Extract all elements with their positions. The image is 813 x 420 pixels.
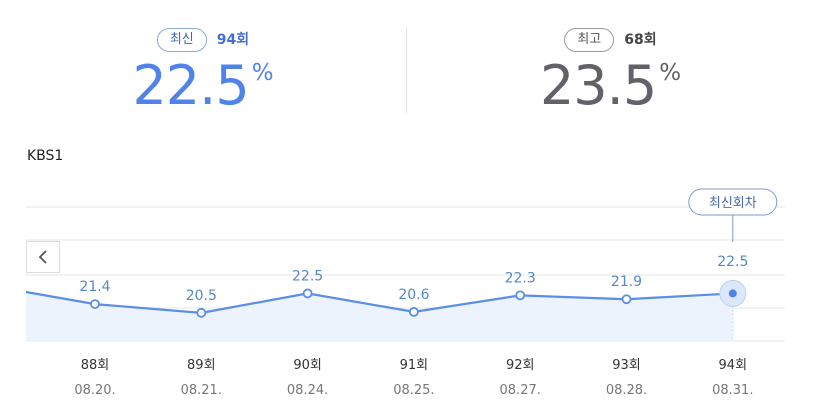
x-tick-episode-3: 91회 [400, 358, 429, 373]
x-tick-date-0: 08.20. [74, 383, 115, 398]
latest-episode-badge-label: 최신회차 [709, 196, 757, 211]
latest-badge: 최신 [156, 28, 207, 52]
chevron-left-icon [38, 250, 47, 264]
data-label-5: 21.9 [611, 274, 642, 290]
best-badge: 최고 [564, 28, 615, 52]
area-fill [26, 292, 733, 341]
data-label-1: 20.5 [186, 288, 217, 304]
latest-rating-panel: 최신 94회 22.5% [0, 0, 406, 128]
data-label-6: 22.5 [717, 254, 748, 270]
x-tick-date-4: 08.27. [500, 383, 541, 398]
data-point-1 [196, 307, 207, 318]
x-tick-date-5: 08.28. [606, 383, 647, 398]
stat-divider [406, 27, 407, 113]
latest-rating-number: 22.5 [132, 54, 249, 117]
best-rating-unit: % [659, 60, 682, 86]
best-episode: 68회 [624, 32, 657, 48]
x-tick-episode-1: 89회 [187, 358, 216, 373]
data-label-3: 20.6 [398, 287, 429, 303]
best-rating-header: 최고 68회 [408, 28, 813, 52]
best-rating-value: 23.5% [408, 50, 813, 122]
x-tick-date-6: 08.31. [712, 383, 753, 398]
best-rating-panel: 최고 68회 23.5% [408, 0, 813, 128]
latest-rating-header: 최신 94회 [0, 28, 406, 52]
latest-episode: 94회 [216, 32, 250, 48]
data-label-2: 22.5 [292, 268, 323, 284]
data-point-4 [515, 290, 526, 301]
x-tick-episode-4: 92회 [506, 358, 535, 373]
best-rating-number: 23.5 [539, 54, 657, 117]
latest-episode-badge [688, 188, 778, 216]
x-tick-episode-5: 93회 [612, 358, 641, 373]
station-name: KBS1 [27, 148, 64, 164]
data-point-2 [302, 288, 313, 299]
data-point-6 [728, 289, 737, 298]
data-label-4: 22.3 [505, 270, 536, 286]
data-point-5 [621, 294, 632, 305]
latest-rating-value: 22.5% [0, 50, 406, 122]
data-point-0 [90, 299, 100, 309]
prev-episodes-button[interactable] [26, 241, 60, 273]
x-tick-date-1: 08.21. [181, 383, 222, 398]
x-tick-date-2: 08.24. [287, 383, 328, 398]
latest-rating-unit: % [251, 60, 274, 86]
x-tick-date-3: 08.25. [393, 383, 434, 398]
data-label-0: 21.4 [79, 279, 110, 295]
data-point-3 [408, 306, 419, 317]
x-tick-episode-2: 90회 [293, 358, 322, 373]
x-tick-episode-6: 94회 [719, 358, 748, 373]
x-tick-episode-0: 88회 [81, 358, 110, 373]
series-line [25, 290, 733, 314]
